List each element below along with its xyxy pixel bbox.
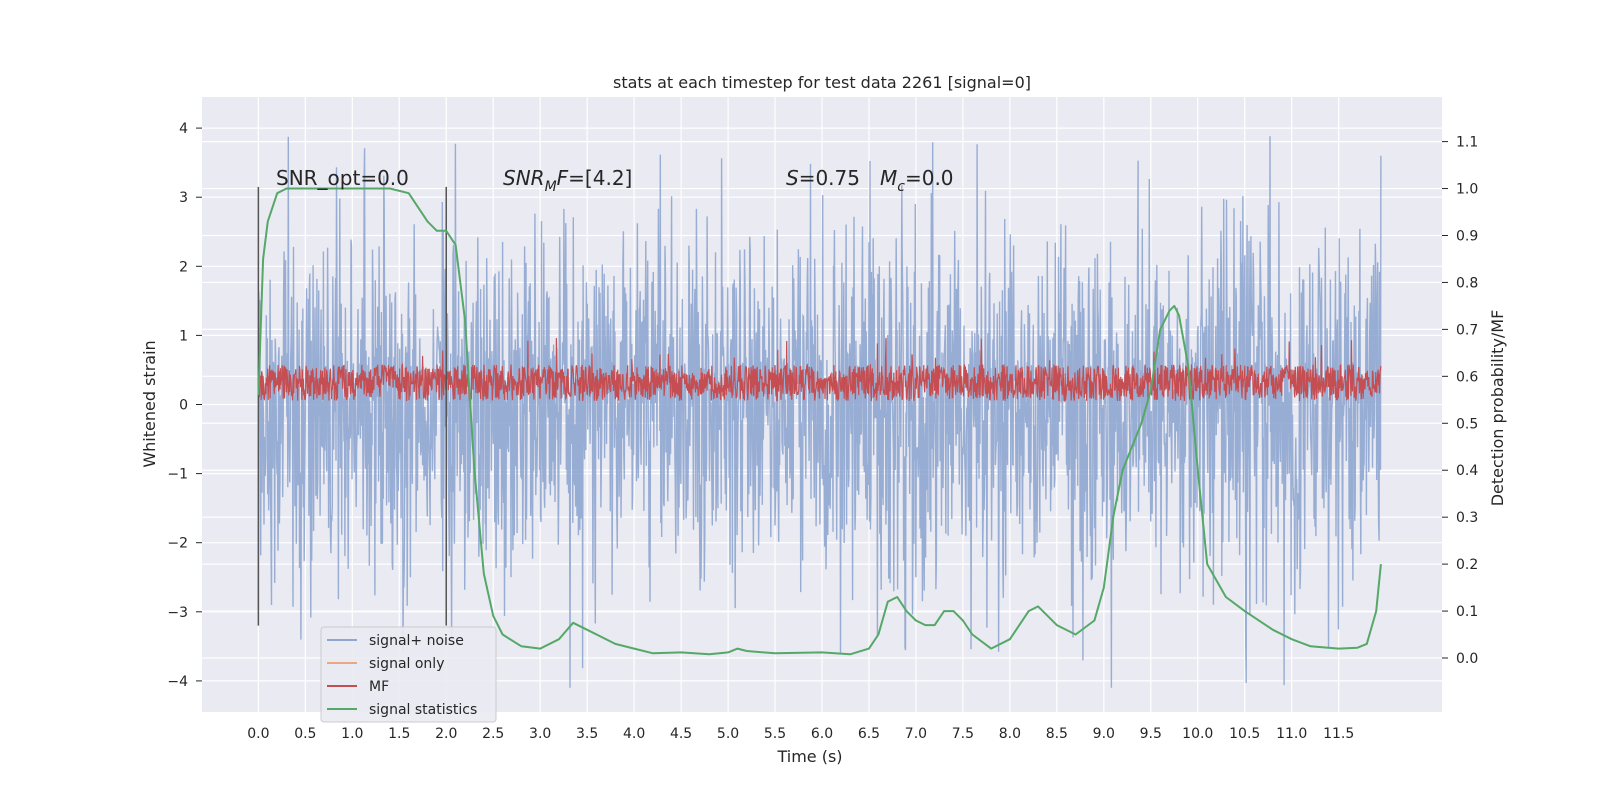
series-signal-statistics	[257, 187, 1382, 656]
x-tick-label-3: 1.5	[388, 726, 410, 742]
legend-label-signal-only: signal only	[369, 656, 444, 672]
y-tick-label-3: −1	[167, 467, 188, 483]
x-tick-label-20: 10.0	[1182, 726, 1213, 742]
y2-tick-label-8: 0.8	[1456, 275, 1478, 291]
annotation-snr-opt: SNR_opt=0.0	[276, 166, 409, 190]
x-tick-label-18: 9.0	[1093, 726, 1115, 742]
x-tick-label-0: 0.0	[247, 726, 269, 742]
noise-trace	[257, 136, 1382, 688]
x-tick-label-17: 8.5	[1046, 726, 1068, 742]
y2-tick-label-1: 0.1	[1456, 604, 1478, 620]
x-tick-label-8: 4.0	[623, 726, 645, 742]
y2-tick-label-7: 0.7	[1456, 322, 1478, 338]
y-tick-label-6: 2	[179, 259, 188, 275]
legend-box	[320, 626, 497, 723]
x-tick-label-5: 2.5	[482, 726, 504, 742]
y2-tick-label-6: 0.6	[1456, 369, 1478, 385]
x-tick-label-15: 7.5	[952, 726, 974, 742]
y2-tick-label-5: 0.5	[1456, 416, 1478, 432]
series-mf	[257, 338, 1382, 403]
mf-trace	[257, 338, 1382, 403]
y2-axis-label: Detection probability/MF	[1488, 310, 1507, 507]
series-signal-noise	[257, 136, 1382, 688]
y-tick-label-1: −3	[167, 605, 188, 621]
annotation-mc-sub: c	[897, 179, 905, 195]
y2-tick-label-11: 1.1	[1456, 135, 1478, 151]
x-tick-label-12: 6.0	[811, 726, 833, 742]
annotation-mc-main: M	[880, 166, 897, 190]
y-tick-label-7: 3	[179, 190, 188, 206]
x-tick-label-6: 3.0	[529, 726, 551, 742]
annotation-snr-mf: SNRMF=[4.2]	[503, 166, 632, 195]
y2-tick-label-2: 0.2	[1456, 557, 1478, 573]
annotation-s-main: S	[786, 166, 799, 190]
axis-ticks: 0.0 0.5 1.0 1.5 2.0 2.5 3.0 3.5 4.0 4.5 5.0 5.5 6.0 6…	[167, 121, 1478, 742]
y2-tick-label-0: 0.0	[1456, 651, 1478, 667]
annotation-snr-mf-main: SNR	[503, 166, 545, 190]
x-tick-label-19: 9.5	[1140, 726, 1162, 742]
x-tick-label-23: 11.5	[1323, 726, 1354, 742]
annotation-mc: Mc=0.0	[880, 166, 954, 195]
chart-title: stats at each timestep for test data 226…	[613, 73, 1031, 92]
legend: signal+ noise signal only MF signal stat…	[320, 626, 497, 723]
annotation-snr-mf-value: =[4.2]	[568, 166, 632, 190]
vertical-markers	[257, 186, 447, 626]
x-tick-label-10: 5.0	[717, 726, 739, 742]
x-tick-label-11: 5.5	[764, 726, 786, 742]
legend-label-signal-noise: signal+ noise	[369, 633, 464, 649]
annotation-snr-mf-sub: M	[545, 179, 557, 195]
x-tick-label-2: 1.0	[341, 726, 363, 742]
annotation-s: S=0.75	[786, 166, 860, 190]
legend-label-signal-statistics: signal statistics	[369, 702, 477, 718]
x-tick-label-4: 2.0	[435, 726, 457, 742]
y-tick-label-4: 0	[179, 398, 188, 414]
x-tick-label-1: 0.5	[294, 726, 316, 742]
y2-tick-label-3: 0.3	[1456, 510, 1478, 526]
x-tick-label-7: 3.5	[576, 726, 598, 742]
x-tick-label-21: 10.5	[1229, 726, 1260, 742]
y-tick-label-0: −4	[167, 674, 188, 690]
x-axis-label: Time (s)	[776, 747, 842, 766]
legend-label-mf: MF	[369, 679, 389, 695]
annotation-s-value: =0.75	[799, 166, 860, 190]
x-tick-label-9: 4.5	[670, 726, 692, 742]
x-tick-label-22: 11.0	[1276, 726, 1307, 742]
x-tick-label-14: 7.0	[905, 726, 927, 742]
y-axis-label: Whitened strain	[140, 340, 159, 467]
y-tick-label-5: 1	[179, 328, 188, 344]
y2-tick-label-10: 1.0	[1456, 182, 1478, 198]
annotation-snr-mf-f: F	[557, 166, 569, 190]
x-tick-label-13: 6.5	[858, 726, 880, 742]
annotation-mc-value: =0.0	[905, 166, 954, 190]
x-tick-label-16: 8.0	[999, 726, 1021, 742]
y2-tick-label-9: 0.9	[1456, 228, 1478, 244]
y-tick-label-2: −2	[167, 536, 188, 552]
signal-statistics-line	[257, 187, 1382, 656]
y-tick-label-8: 4	[179, 121, 188, 137]
y2-tick-label-4: 0.4	[1456, 463, 1478, 479]
